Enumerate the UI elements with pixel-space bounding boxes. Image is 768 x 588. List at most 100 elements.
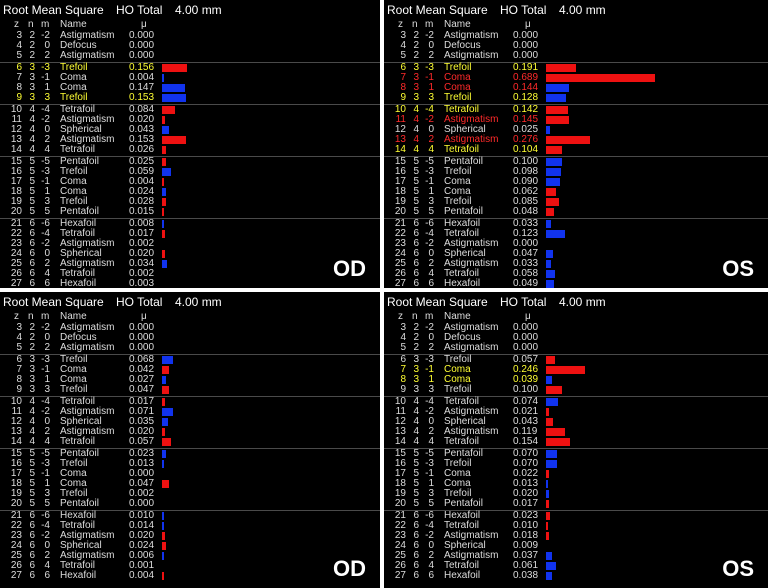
aberration-name: Hexafoil [60, 510, 97, 521]
rms-bar [546, 418, 553, 426]
zernike-index: 14 [10, 436, 22, 447]
rms-bar [162, 220, 164, 228]
angular-frequency: 2 [428, 342, 434, 353]
aberration-name: Astigmatism [60, 530, 115, 541]
rms-bar [546, 188, 556, 196]
zernike-index: 12 [394, 416, 406, 427]
radial-order: 3 [29, 82, 35, 93]
zernike-row: 24 6 0 Spherical 0.020 [0, 249, 380, 259]
rms-value: 0.068 [129, 354, 155, 365]
rms-bar [162, 450, 166, 458]
angular-frequency: -3 [41, 62, 50, 73]
zernike-index: 16 [394, 458, 406, 469]
aberration-name: Spherical [444, 124, 486, 135]
radial-order: 4 [413, 396, 419, 407]
aberration-name: Pentafoil [444, 156, 483, 167]
zernike-index: 8 [16, 82, 22, 93]
radial-order: 5 [29, 468, 35, 479]
aberration-name: Astigmatism [444, 322, 499, 333]
zernike-row: 19 5 3 Trefoil 0.002 [0, 489, 380, 499]
angular-frequency: 2 [428, 258, 434, 269]
aberration-name: Pentafoil [60, 498, 99, 509]
zernike-index: 21 [394, 510, 406, 521]
rms-value: 0.021 [513, 406, 539, 417]
zernike-row: 7 3 -1 Coma 0.689 [384, 73, 768, 83]
zernike-row: 19 5 3 Trefoil 0.020 [384, 489, 768, 499]
radial-order: 3 [413, 82, 419, 93]
zernike-row: 14 4 4 Tetrafoil 0.104 [384, 145, 768, 155]
aberration-name: Trefoil [60, 354, 88, 365]
rms-bar [546, 522, 548, 530]
rms-value: 0.023 [513, 510, 539, 521]
rms-bar [162, 106, 176, 114]
zernike-row: 7 3 -1 Coma 0.246 [384, 365, 768, 375]
aberration-name: Astigmatism [60, 342, 115, 353]
rms-value: 0.070 [513, 448, 539, 459]
rms-value: 0.059 [129, 166, 155, 177]
zernike-index: 14 [394, 436, 406, 447]
zernike-row: 23 6 -2 Astigmatism 0.002 [0, 239, 380, 249]
aberration-name: Trefoil [60, 488, 88, 499]
aberration-name: Astigmatism [444, 406, 499, 417]
zernike-row: 7 3 -1 Coma 0.042 [0, 365, 380, 375]
radial-order: 6 [29, 278, 35, 289]
radial-order: 6 [413, 228, 419, 239]
angular-frequency: 1 [44, 186, 50, 197]
zernike-index: 14 [10, 144, 22, 155]
zernike-row: 8 3 1 Coma 0.039 [384, 375, 768, 385]
aberration-name: Spherical [60, 540, 102, 551]
rms-value: 0.027 [129, 374, 155, 385]
order-divider [0, 354, 380, 355]
radial-order: 3 [29, 72, 35, 83]
rms-bar [162, 386, 170, 394]
rms-bar [162, 512, 164, 520]
radial-order: 6 [29, 218, 35, 229]
angular-frequency: -3 [425, 458, 434, 469]
rms-value: 0.038 [513, 570, 539, 581]
angular-frequency: -3 [425, 62, 434, 73]
ho-total-label: HO Total [500, 295, 547, 309]
angular-frequency: 2 [44, 134, 50, 145]
order-divider [0, 104, 380, 105]
rms-value: 0.191 [513, 62, 539, 73]
zernike-row: 23 6 -2 Astigmatism 0.018 [384, 531, 768, 541]
rms-value: 0.147 [129, 82, 155, 93]
col-m-header: m [425, 19, 434, 30]
radial-order: 4 [29, 406, 35, 417]
order-divider [0, 218, 380, 219]
zernike-row: 19 5 3 Trefoil 0.028 [0, 197, 380, 207]
zernike-index: 16 [394, 166, 406, 177]
rms-value: 0.020 [129, 114, 155, 125]
col-m-header: m [425, 311, 434, 322]
eye-label: OS [722, 256, 754, 281]
rms-bar [162, 418, 168, 426]
angular-frequency: 0 [428, 248, 434, 259]
zernike-row: 3 2 -2 Astigmatism 0.000 [0, 323, 380, 333]
aberration-name: Spherical [444, 540, 486, 551]
aberration-name: Tetrafoil [444, 104, 480, 115]
rms-bar [162, 158, 166, 166]
rms-value: 0.070 [513, 458, 539, 469]
zernike-index: 27 [10, 278, 22, 289]
rms-bar [162, 438, 171, 446]
rms-value: 0.049 [513, 278, 539, 289]
radial-order: 2 [413, 50, 419, 61]
aberration-name: Coma [444, 72, 471, 83]
rms-value: 0.039 [513, 374, 539, 385]
zernike-row: 9 3 3 Trefoil 0.047 [0, 385, 380, 395]
order-divider [384, 448, 768, 449]
aberration-name: Coma [444, 478, 471, 489]
aberration-name: Hexafoil [60, 570, 97, 581]
zernike-index: 3 [16, 30, 22, 41]
rms-value: 0.048 [513, 206, 539, 217]
zernike-row: 18 5 1 Coma 0.013 [384, 479, 768, 489]
rms-bar [546, 106, 569, 114]
radial-order: 6 [29, 228, 35, 239]
angular-frequency: -2 [41, 238, 50, 249]
angular-frequency: -4 [41, 396, 50, 407]
aberration-name: Tetrafoil [444, 520, 480, 531]
zernike-index: 26 [394, 560, 406, 571]
rms-value: 0.013 [513, 478, 539, 489]
aberration-name: Tetrafoil [60, 268, 96, 279]
radial-order: 4 [29, 426, 35, 437]
